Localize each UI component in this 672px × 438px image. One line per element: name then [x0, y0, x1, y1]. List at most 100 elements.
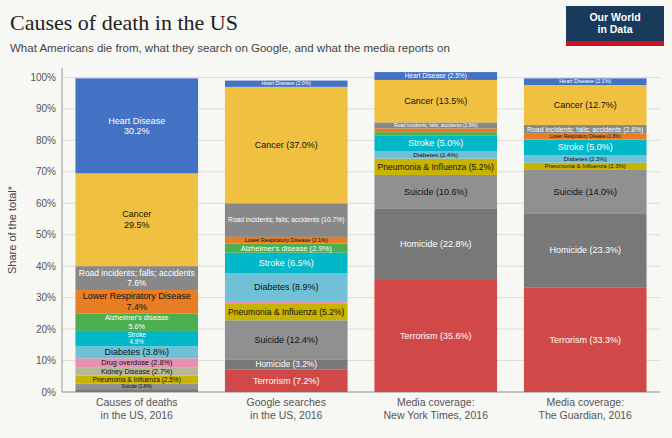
bar-segment: [374, 208, 497, 280]
bar-segment: [225, 87, 348, 203]
data-label: Diabetes (2.3%): [564, 156, 607, 162]
bar-segment: [374, 132, 497, 135]
data-label: Terrorism (7.2%): [253, 376, 320, 386]
x-tick-label-line: Causes of deaths: [96, 396, 178, 408]
data-label: Road incidents; falls; accidents (1.9%): [394, 123, 478, 128]
data-label-line: Heart Disease (2.0%): [261, 80, 311, 86]
bar-segment: [75, 383, 198, 389]
logo: Our Worldin Data: [566, 6, 664, 46]
title: Causes of death in the US: [10, 10, 238, 35]
bar-segment: [374, 72, 497, 80]
data-label-line: Suicide (14.0%): [553, 187, 617, 197]
data-label-line: Drug overdose (2.8%): [101, 358, 172, 367]
y-tick-label: 0%: [42, 387, 57, 398]
data-label-line: Lower Respiratory Disease: [83, 291, 191, 301]
data-label: Heart Disease (2.5%): [405, 72, 467, 80]
data-label: Suicide (10.6%): [404, 187, 468, 197]
x-tick-label-line: in the US, 2016: [101, 409, 174, 421]
bar-segment: [524, 125, 647, 134]
data-label: Suicide (12.4%): [254, 335, 318, 345]
data-label-line: Terrorism (33.3%): [549, 335, 621, 345]
data-label: Alzheimer's disease5.6%: [105, 314, 168, 330]
data-label: Diabetes (3.8%): [104, 347, 169, 357]
data-label: Road incidents; falls; accidents (10.7%): [228, 216, 344, 224]
data-label: Terrorism (33.3%): [549, 335, 621, 345]
bar-segment: [75, 358, 198, 367]
data-label: Pneumonia & Influenza (2.3%): [545, 163, 626, 169]
data-label: Cancer (13.5%): [404, 96, 467, 106]
data-label-line: Suicide (10.6%): [404, 187, 468, 197]
x-tick-label-line: Media coverage:: [546, 396, 624, 408]
data-label-line: Pneumonia & Influenza (5.2%): [378, 162, 494, 172]
data-label: Diabetes (8.9%): [254, 282, 319, 292]
data-label-line: Cancer (12.7%): [554, 100, 617, 110]
data-label-line: 7.4%: [126, 302, 147, 312]
bar-segment: [374, 159, 497, 175]
data-label: Kidney Disease (2.7%): [101, 368, 172, 376]
data-label-line: Suicide (12.4%): [254, 335, 318, 345]
x-tick-label: Media coverage:The Guardian, 2016: [539, 396, 633, 421]
y-tick-label: 70%: [36, 166, 56, 177]
y-tick-label: 90%: [36, 103, 56, 114]
data-label-line: Road incidents; falls; accidents: [79, 268, 195, 278]
bar-segment: [374, 128, 497, 132]
data-label: Drug overdose (2.8%): [101, 358, 172, 367]
annotation: Our World: [589, 11, 640, 23]
data-label: Heart Disease (2.0%): [261, 80, 311, 86]
data-label-line: Kidney Disease (2.7%): [101, 368, 172, 376]
bar-segment: [75, 376, 198, 384]
bar-segment: [75, 346, 198, 358]
background: [0, 0, 672, 438]
bar-segment: [524, 170, 647, 214]
bar-segment: [524, 85, 647, 125]
data-label-line: Terrorism (35.6%): [400, 331, 472, 341]
data-label: Stroke4.9%: [128, 331, 147, 345]
bar-segment: [75, 367, 198, 375]
bar-segment: [75, 290, 198, 313]
bar-segment: [524, 140, 647, 156]
data-label: Lower Respiratory Disease (2.1%): [245, 237, 328, 243]
bar-segment: [524, 214, 647, 287]
data-label: Alzheimer's disease (2.9%): [241, 244, 333, 253]
data-label-line: Pneumonia & Influenza (5.2%): [228, 307, 344, 317]
bar-segment: [374, 80, 497, 122]
bar-segment: [225, 244, 348, 253]
data-label-line: Lower Respiratory Disease (1.8%): [550, 134, 622, 139]
data-label: Cancer29.5%: [122, 209, 151, 229]
data-label: Terrorism (35.6%): [400, 331, 472, 341]
bar-segment: [225, 203, 348, 237]
data-label-line: Heart Disease (2.5%): [405, 72, 467, 80]
x-tick-label: Media coverage:New York Times, 2016: [384, 396, 489, 421]
bar-segment: [225, 359, 348, 369]
data-label: Lower Respiratory Disease7.4%: [83, 291, 191, 311]
data-label-line: Stroke (6.5%): [259, 258, 314, 268]
grid: [62, 77, 660, 392]
data-label-line: 7.6%: [127, 278, 147, 288]
bar-segment: [225, 253, 348, 273]
bar-segment: [225, 320, 348, 359]
data-label-line: Cancer (13.5%): [404, 96, 467, 106]
data-label-line: Homicide (22.8%): [400, 239, 472, 249]
annotation: in Data: [597, 23, 632, 35]
data-label-line: Lower Respiratory Disease (2.1%): [245, 237, 328, 243]
data-label: Stroke (6.5%): [259, 258, 314, 268]
bar-segment: [75, 331, 198, 346]
data-label: Stroke (5.0%): [408, 138, 463, 148]
data-label-line: Road incidents; falls; accidents (2.8%): [527, 126, 643, 134]
bar-segment: [75, 313, 198, 331]
data-labels: Terrorism (7.2%) Terrorism (35.6%) Terrori…: [79, 72, 644, 389]
y-tick-label: 10%: [36, 355, 56, 366]
x-tick-label-line: Google searches: [247, 396, 326, 408]
data-label: Cancer (12.7%): [554, 100, 617, 110]
data-label-line: Diabetes (8.9%): [254, 282, 319, 292]
data-label: Homicide (23.3%): [549, 245, 621, 255]
data-label: Heart Disease30.2%: [108, 116, 165, 136]
y-tick-label: 50%: [36, 229, 56, 240]
data-label: Road incidents; falls; accidents (2.8%): [527, 126, 643, 134]
data-label-line: Diabetes (2.3%): [564, 156, 607, 162]
data-label: Pneumonia & Influenza (2.5%): [93, 376, 181, 384]
data-label: Road incidents; falls; accidents7.6%: [79, 268, 195, 288]
bar-segment: [225, 273, 348, 301]
data-label: Lower Respiratory Disease (1.8%): [550, 134, 622, 139]
bar-segment: [75, 78, 198, 173]
